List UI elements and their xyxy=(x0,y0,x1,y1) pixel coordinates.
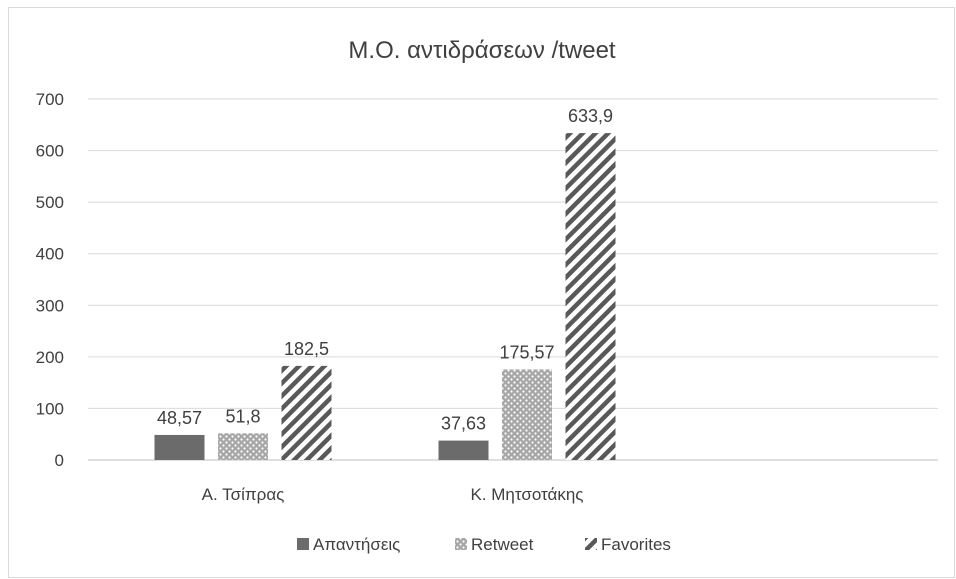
y-tick-label: 600 xyxy=(36,142,64,161)
x-tick-label: Κ. Μητσοτάκης xyxy=(470,485,583,504)
y-tick-label: 200 xyxy=(36,348,64,367)
bar xyxy=(281,365,332,460)
bars: 48,57 51,8 182,5 37,63 175,57 633,9 xyxy=(154,106,616,460)
legend: Απαντήσεις Retweet Favorites xyxy=(297,535,671,554)
y-tick-label: 700 xyxy=(36,90,64,109)
data-label: 37,63 xyxy=(441,414,486,434)
legend-swatch xyxy=(585,538,597,550)
data-label: 51,8 xyxy=(225,406,260,426)
data-label: 633,9 xyxy=(568,106,613,126)
x-axis-labels: Α. Τσίπρας Κ. Μητσοτάκης xyxy=(202,485,584,504)
bar xyxy=(502,369,552,460)
y-tick-label: 300 xyxy=(36,296,64,315)
chart-frame xyxy=(8,7,955,578)
y-tick-label: 100 xyxy=(36,399,64,418)
y-tick-label: 500 xyxy=(36,193,64,212)
bar xyxy=(565,133,616,460)
data-label: 48,57 xyxy=(157,408,202,428)
bar xyxy=(154,434,205,460)
data-label: 175,57 xyxy=(499,342,554,362)
legend-swatch xyxy=(455,538,467,550)
y-axis-ticks: 0 100 200 300 400 500 600 700 xyxy=(36,90,64,470)
y-tick-label: 0 xyxy=(55,451,64,470)
legend-label: Favorites xyxy=(601,535,671,554)
bar xyxy=(218,433,268,460)
data-label: 182,5 xyxy=(284,339,329,359)
bar xyxy=(438,440,489,460)
legend-label: Απαντήσεις xyxy=(313,535,400,554)
chart-title: Μ.Ο. αντιδράσεων /tweet xyxy=(348,37,616,64)
y-tick-label: 400 xyxy=(36,245,64,264)
legend-label: Retweet xyxy=(471,535,534,554)
legend-swatch xyxy=(297,538,309,550)
x-tick-label: Α. Τσίπρας xyxy=(202,485,285,504)
